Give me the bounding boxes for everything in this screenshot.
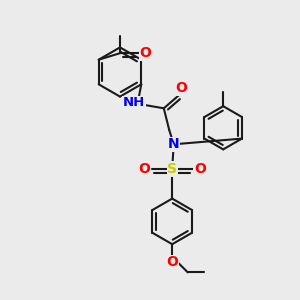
Text: O: O	[166, 255, 178, 269]
Text: O: O	[139, 162, 151, 176]
Text: O: O	[140, 46, 152, 60]
Text: O: O	[194, 162, 206, 176]
Text: NH: NH	[123, 96, 145, 110]
Text: N: N	[168, 137, 179, 151]
Text: O: O	[175, 81, 187, 95]
Text: S: S	[167, 162, 177, 176]
